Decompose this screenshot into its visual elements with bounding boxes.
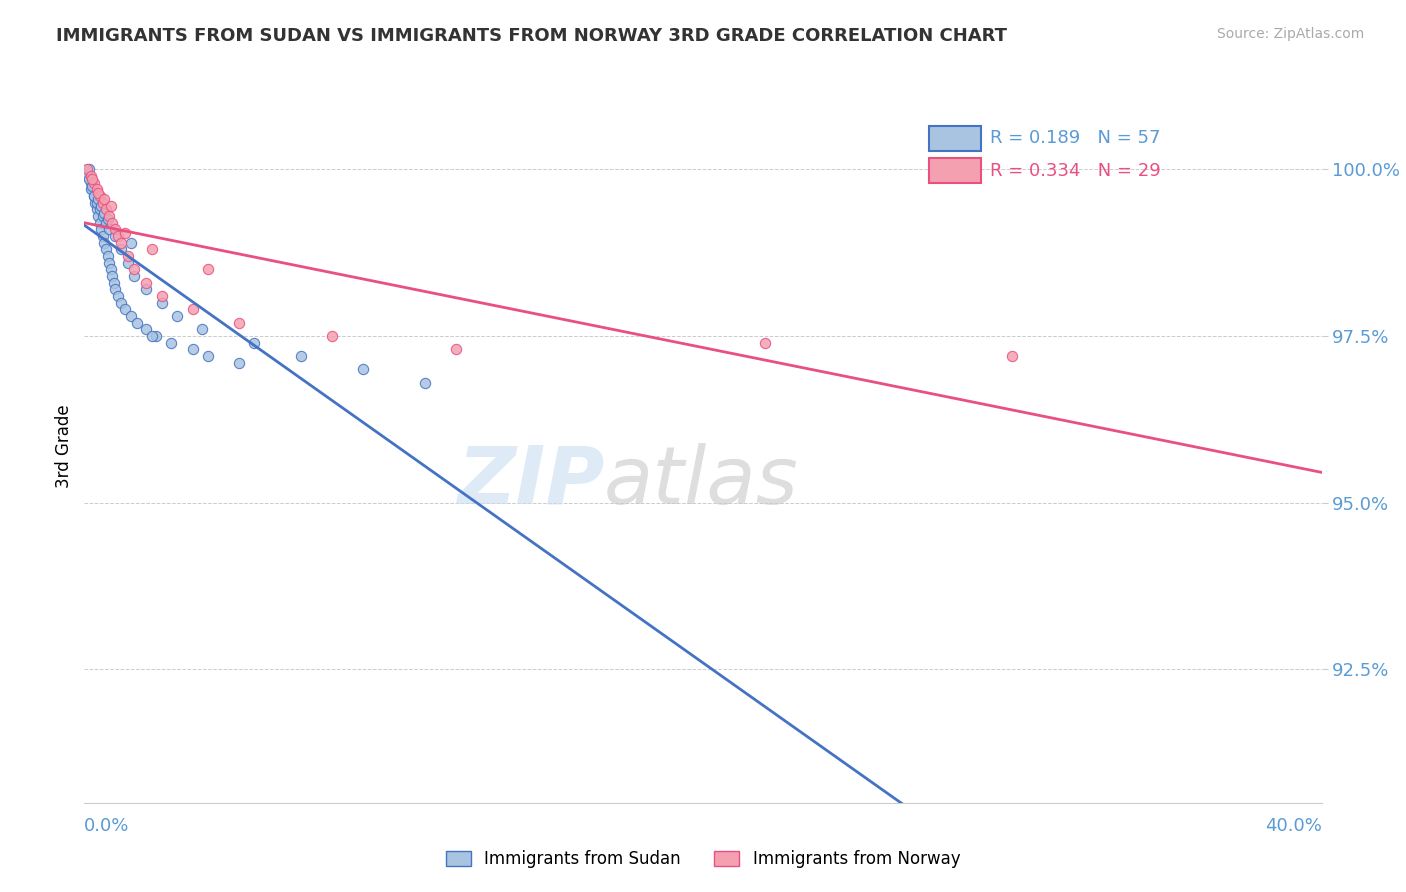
Point [135, 282, 157, 296]
Legend: Immigrants from Sudan, Immigrants from Norway: Immigrants from Sudan, Immigrants from N… [439, 844, 967, 875]
Point [228, 356, 250, 370]
Point [96, 249, 118, 263]
Point [100, 199, 122, 213]
Point [321, 329, 343, 343]
Point [117, 255, 139, 269]
Point [76, 162, 98, 177]
Point [77, 162, 100, 177]
Text: 40.0%: 40.0% [1265, 817, 1322, 835]
Point [150, 295, 173, 310]
Point [76, 169, 98, 183]
Point [110, 242, 132, 256]
Point [107, 228, 129, 243]
Point [86, 202, 108, 217]
Y-axis label: 3rd Grade: 3rd Grade [55, 404, 73, 488]
Point [352, 362, 374, 376]
Point [82, 172, 104, 186]
Point [117, 249, 139, 263]
Point [100, 262, 122, 277]
Point [89, 202, 111, 217]
Point [83, 189, 105, 203]
Point [444, 343, 467, 357]
Point [141, 329, 163, 343]
Point [181, 343, 204, 357]
Point [79, 176, 101, 190]
Point [89, 216, 111, 230]
Point [94, 216, 117, 230]
Point [79, 169, 101, 183]
Point [89, 189, 111, 203]
Point [83, 189, 105, 203]
Point [754, 335, 776, 350]
Point [93, 235, 115, 250]
Point [135, 322, 157, 336]
Point [122, 268, 145, 283]
Point [150, 289, 173, 303]
Point [90, 199, 112, 213]
Point [101, 216, 124, 230]
Point [290, 349, 312, 363]
Point [114, 302, 136, 317]
Point [93, 192, 115, 206]
Point [1001, 349, 1024, 363]
Point [197, 262, 219, 277]
Point [104, 222, 127, 236]
Point [86, 182, 108, 196]
Text: ZIP: ZIP [457, 442, 605, 521]
Point [141, 242, 163, 256]
Point [103, 276, 125, 290]
Point [120, 309, 142, 323]
Point [104, 282, 127, 296]
Point [87, 209, 110, 223]
Point [101, 268, 124, 283]
FancyBboxPatch shape [929, 158, 981, 184]
Point [87, 186, 110, 200]
Point [107, 289, 129, 303]
Point [77, 172, 100, 186]
Point [83, 176, 105, 190]
Point [125, 316, 148, 330]
Point [91, 195, 114, 210]
Point [98, 209, 121, 223]
Point [145, 329, 167, 343]
Point [197, 349, 219, 363]
Point [94, 202, 117, 217]
Text: atlas: atlas [605, 442, 799, 521]
Point [87, 192, 110, 206]
Point [120, 235, 142, 250]
Text: IMMIGRANTS FROM SUDAN VS IMMIGRANTS FROM NORWAY 3RD GRADE CORRELATION CHART: IMMIGRANTS FROM SUDAN VS IMMIGRANTS FROM… [56, 27, 1007, 45]
Point [122, 262, 145, 277]
Point [79, 182, 101, 196]
Text: Source: ZipAtlas.com: Source: ZipAtlas.com [1216, 27, 1364, 41]
Point [110, 295, 132, 310]
Point [181, 302, 204, 317]
Point [82, 182, 104, 196]
Point [86, 195, 108, 210]
Point [91, 228, 114, 243]
Point [104, 228, 127, 243]
Point [135, 276, 157, 290]
FancyBboxPatch shape [929, 126, 981, 152]
Text: R = 0.189   N = 57: R = 0.189 N = 57 [990, 129, 1160, 147]
Point [243, 335, 266, 350]
Point [191, 322, 214, 336]
Point [93, 205, 115, 219]
Point [91, 209, 114, 223]
Point [84, 195, 107, 210]
Point [98, 222, 121, 236]
Point [90, 222, 112, 236]
Point [413, 376, 436, 390]
Point [114, 226, 136, 240]
Point [228, 316, 250, 330]
Point [94, 242, 117, 256]
Point [110, 235, 132, 250]
Text: 0.0%: 0.0% [84, 817, 129, 835]
Point [160, 335, 183, 350]
Point [98, 255, 121, 269]
Text: R = 0.334   N = 29: R = 0.334 N = 29 [990, 161, 1161, 179]
Point [96, 212, 118, 227]
Point [82, 178, 104, 193]
Point [166, 309, 188, 323]
